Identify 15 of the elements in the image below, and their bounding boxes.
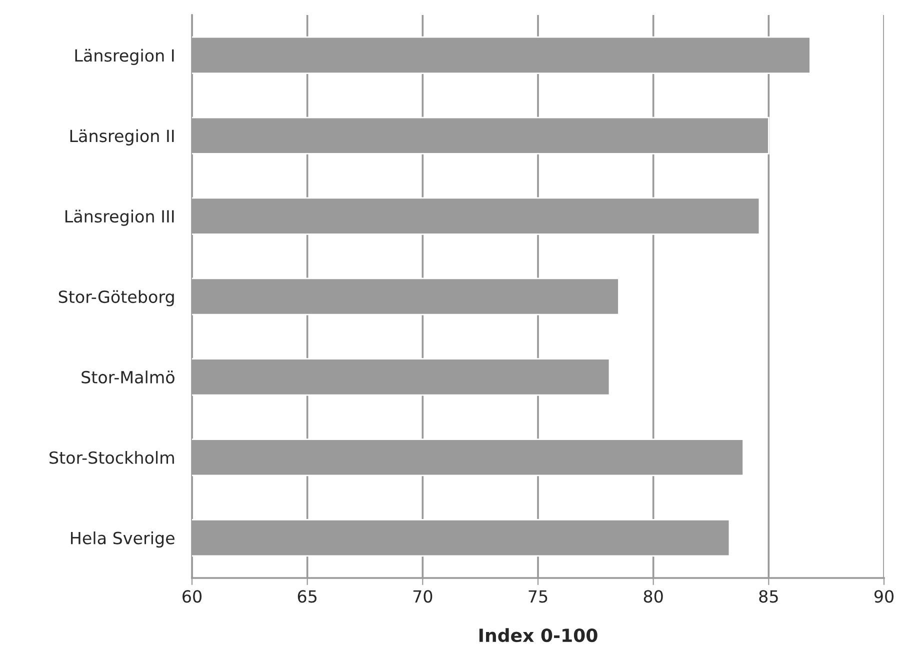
y-tick-label: Hela Sverige <box>71 531 174 548</box>
x-tick-label: 85 <box>759 590 778 603</box>
x-tick-label: 60 <box>182 590 202 603</box>
x-tick-label: 80 <box>644 590 663 603</box>
y-tick-label: Stor-Stockholm <box>50 451 174 464</box>
x-axis-title: Index 0-100 <box>479 628 598 642</box>
y-tick-label: Länsregion I <box>75 48 174 66</box>
x-tick-label: 75 <box>528 590 548 603</box>
x-tick-label: 70 <box>413 590 432 603</box>
y-tick-label: Länsregion III <box>65 210 174 226</box>
y-tick-label: Stor-Göteborg <box>58 290 174 306</box>
y-tick-label: Länsregion II <box>70 129 174 146</box>
x-tick-label: 90 <box>874 590 894 603</box>
y-tick-label: Stor-Malmö <box>82 370 174 384</box>
x-tick-label: 65 <box>298 590 316 603</box>
